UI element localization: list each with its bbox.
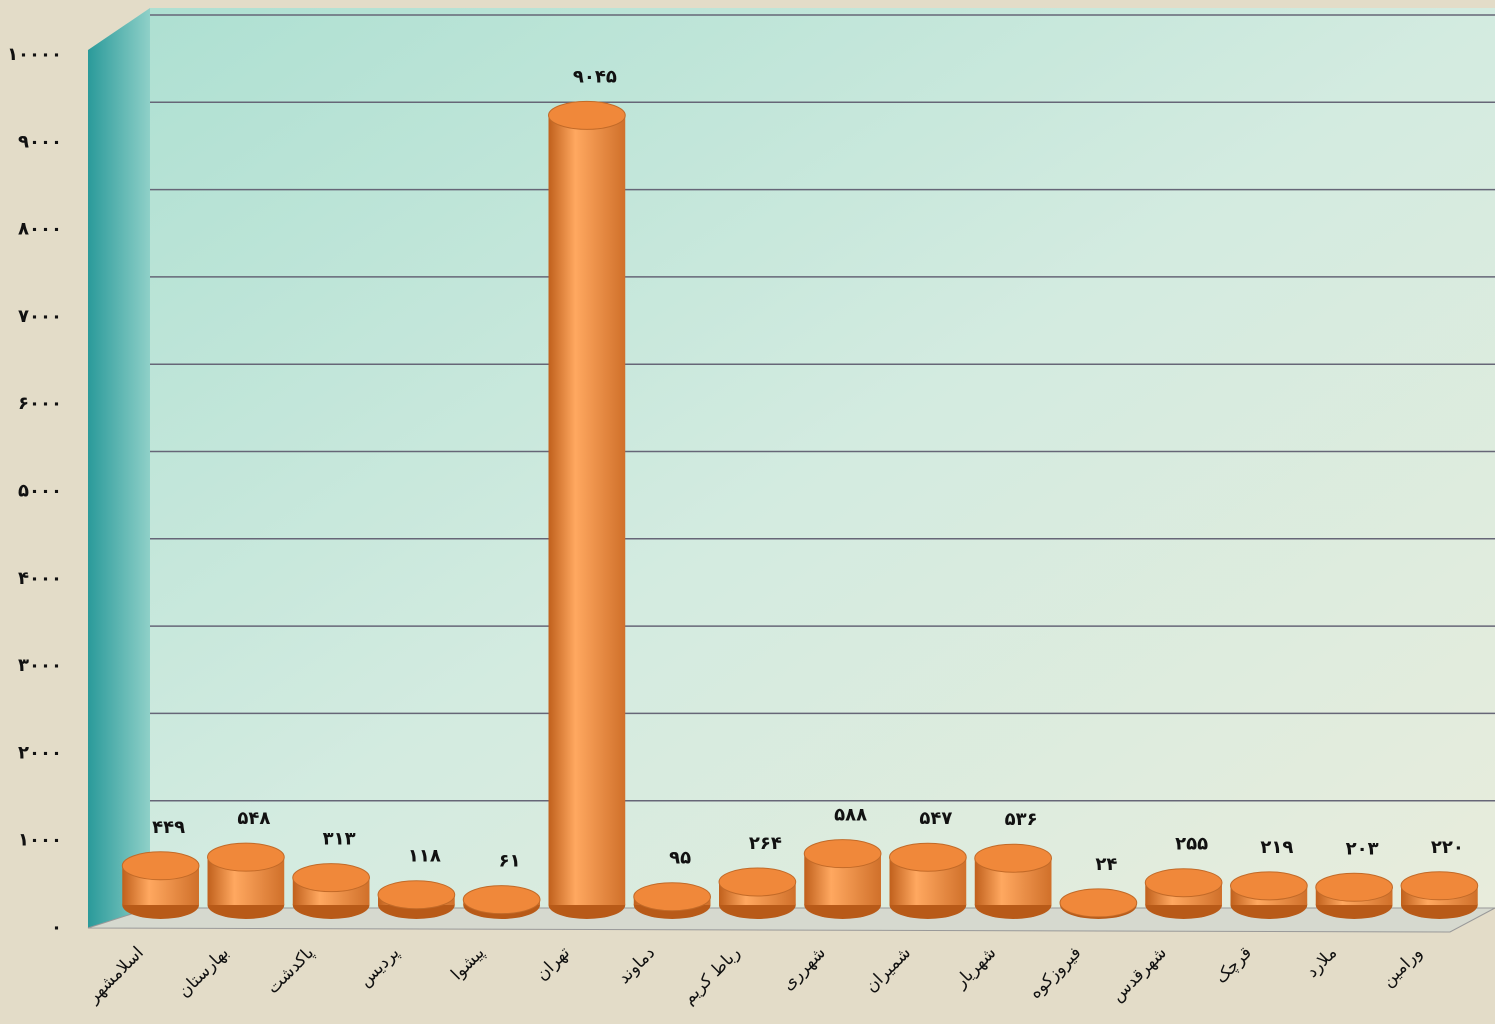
bar-top (1059, 888, 1138, 918)
value-label: ۱۱۸ (408, 846, 441, 867)
value-label: ۶۱ (499, 851, 521, 872)
y-tick-label: ۱۰۰۰۰ (7, 44, 62, 65)
bar-top (974, 843, 1052, 873)
x-tick-label: رباط کریم (679, 943, 745, 1009)
y-tick-label: ۸۰۰۰ (18, 219, 62, 240)
x-tick-label: شهرقدس (1108, 943, 1171, 1006)
x-tick-label: پردیس (355, 943, 403, 991)
bar-top (803, 839, 882, 869)
y-tick-label: ۰ (51, 917, 62, 938)
x-tick-label: ورامین (1378, 943, 1426, 991)
value-label: ۵۸۸ (834, 805, 867, 826)
y-tick-label: ۱۰۰۰ (18, 830, 62, 851)
bar-top (1230, 871, 1308, 901)
side-wall (88, 8, 150, 928)
bar-top (548, 100, 626, 130)
y-tick-label: ۹۰۰۰ (18, 131, 62, 152)
bar-top (889, 842, 967, 872)
bar-top (207, 842, 285, 872)
bar-top (1315, 872, 1393, 902)
value-label: ۵۴۷ (919, 808, 952, 829)
x-tick-label: شهریار (950, 943, 1000, 993)
value-label: ۲۵۵ (1175, 834, 1208, 855)
bar-top (121, 851, 200, 881)
value-label: ۹۵ (669, 848, 691, 869)
y-tick-label: ۳۰۰۰ (18, 655, 62, 676)
y-tick-label: ۴۰۰۰ (18, 568, 62, 589)
value-label: ۵۴۸ (237, 808, 270, 829)
bar-top (718, 867, 797, 897)
value-label: ۳۱۳ (323, 829, 356, 850)
value-label: ۲۴ (1095, 854, 1117, 875)
value-label: ۹۰۴۵ (573, 66, 617, 87)
y-tick-label: ۲۰۰۰ (18, 742, 62, 763)
x-tick-label: فیروزکوه (1025, 943, 1085, 1003)
bar-top (292, 863, 370, 893)
y-tick-label: ۵۰۰۰ (18, 481, 62, 502)
bar-top (633, 882, 711, 912)
x-tick-label: قرچک (1211, 943, 1256, 988)
x-tick-label: پاکدشت (263, 943, 318, 998)
x-tick-label: پیشوا (447, 943, 489, 985)
value-label: ۲۲۰ (1431, 837, 1464, 858)
x-tick-label: شمیران (861, 943, 915, 997)
back-wall (150, 8, 1495, 908)
x-tick-label: اسلامشهر (83, 943, 148, 1008)
x-tick-label: شهرری (778, 943, 830, 995)
value-label: ۴۴۹ (152, 817, 185, 838)
bar-top (377, 880, 456, 910)
x-tick-label: دماوند (614, 943, 659, 988)
x-tick-label: تهران (532, 943, 574, 985)
value-label: ۲۰۳ (1346, 838, 1379, 859)
value-label: ۲۶۴ (749, 833, 782, 854)
x-tick-label: ملارد (1302, 943, 1341, 982)
bar-top (1400, 871, 1479, 901)
value-label: ۲۱۹ (1260, 837, 1293, 858)
bar-top (462, 885, 541, 915)
x-tick-label: بهارستان (174, 943, 233, 1002)
y-tick-label: ۷۰۰۰ (18, 306, 62, 327)
bar (548, 115, 626, 905)
bar-top (1144, 868, 1223, 898)
value-label: ۵۳۶ (1005, 809, 1038, 830)
y-tick-label: ۶۰۰۰ (18, 393, 62, 414)
